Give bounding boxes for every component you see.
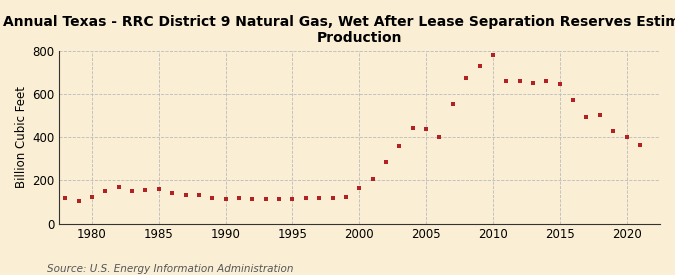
Point xyxy=(407,126,418,131)
Point xyxy=(501,79,512,83)
Point xyxy=(354,186,364,190)
Point xyxy=(194,193,205,198)
Point xyxy=(487,53,498,57)
Point xyxy=(234,196,244,200)
Point xyxy=(287,197,298,201)
Point xyxy=(180,193,191,198)
Point xyxy=(247,197,258,201)
Point xyxy=(220,197,231,201)
Point xyxy=(381,160,392,164)
Point xyxy=(113,185,124,189)
Point xyxy=(367,177,378,182)
Point xyxy=(207,196,217,200)
Point xyxy=(608,128,618,133)
Point xyxy=(421,127,431,132)
Point xyxy=(73,199,84,203)
Point xyxy=(300,196,311,200)
Point xyxy=(261,197,271,201)
Point xyxy=(127,189,138,193)
Y-axis label: Billion Cubic Feet: Billion Cubic Feet xyxy=(15,86,28,188)
Point xyxy=(86,194,97,199)
Point xyxy=(634,142,645,147)
Point xyxy=(581,114,592,119)
Point xyxy=(340,194,351,199)
Point xyxy=(153,187,164,191)
Point xyxy=(514,79,525,83)
Point xyxy=(314,196,325,200)
Point xyxy=(273,197,284,201)
Text: Source: U.S. Energy Information Administration: Source: U.S. Energy Information Administ… xyxy=(47,264,294,274)
Point xyxy=(461,75,472,80)
Point xyxy=(140,188,151,192)
Point xyxy=(167,191,178,196)
Title: Annual Texas - RRC District 9 Natural Gas, Wet After Lease Separation Reserves E: Annual Texas - RRC District 9 Natural Ga… xyxy=(3,15,675,45)
Point xyxy=(621,135,632,139)
Point xyxy=(528,81,539,85)
Point xyxy=(541,79,551,83)
Point xyxy=(554,82,565,86)
Point xyxy=(100,189,111,193)
Point xyxy=(595,113,605,118)
Point xyxy=(434,135,445,139)
Point xyxy=(327,196,338,200)
Point xyxy=(448,101,458,106)
Point xyxy=(60,196,71,200)
Point xyxy=(474,64,485,68)
Point xyxy=(394,144,405,148)
Point xyxy=(568,98,578,103)
